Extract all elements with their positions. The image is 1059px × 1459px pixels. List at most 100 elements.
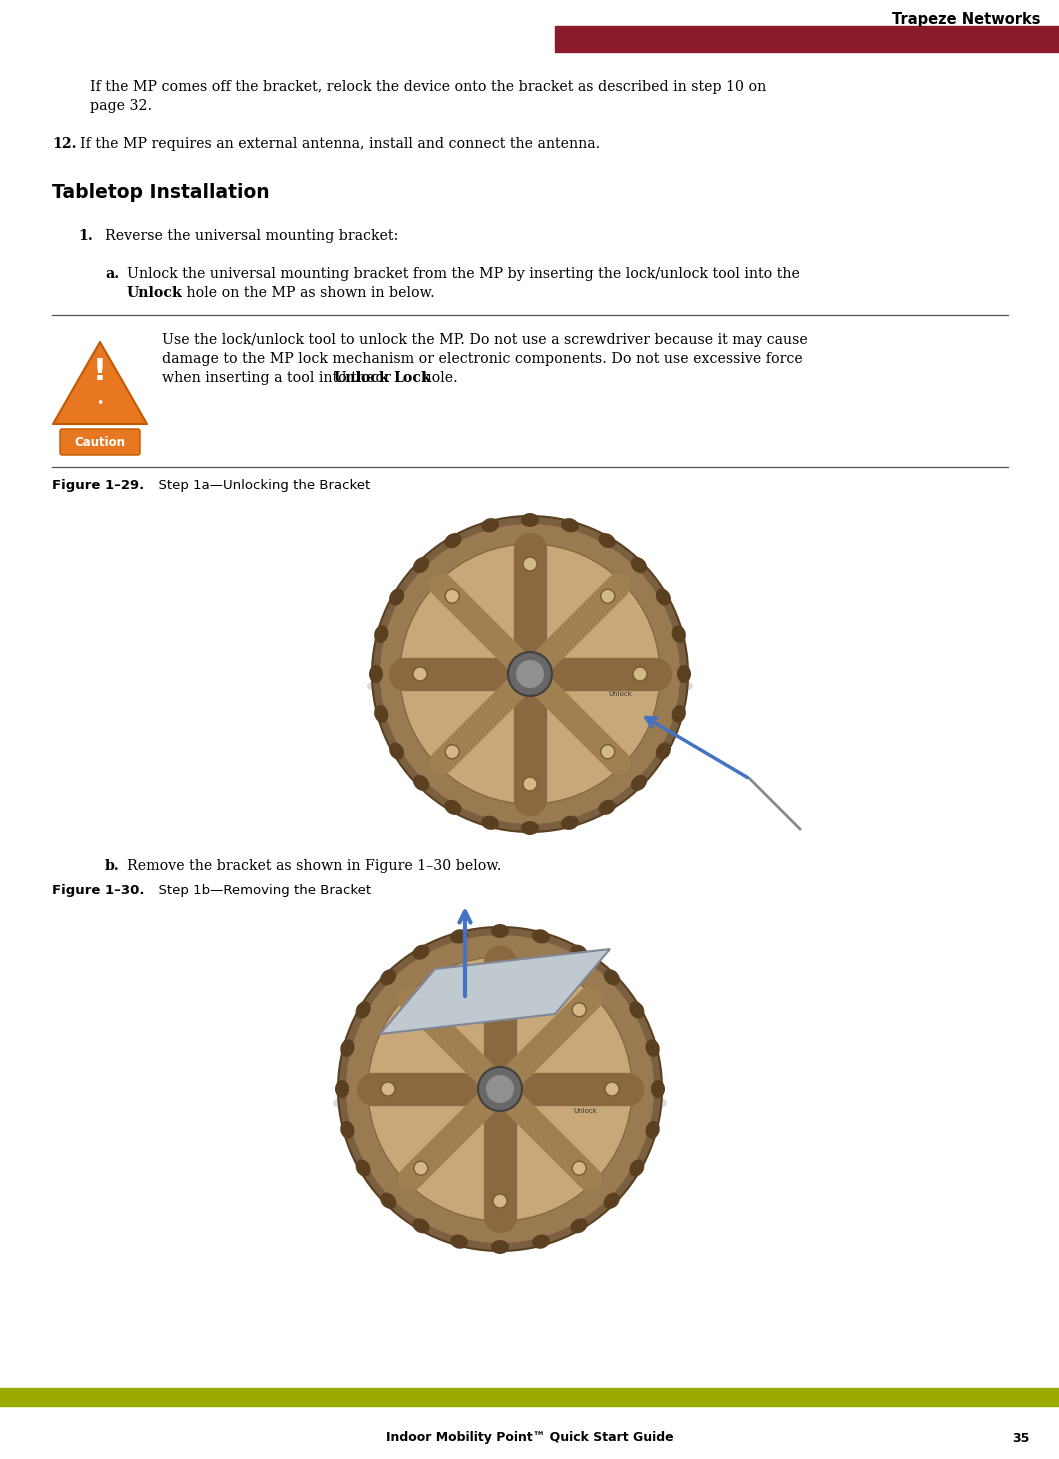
Ellipse shape [561, 518, 578, 533]
FancyBboxPatch shape [60, 429, 140, 455]
Ellipse shape [450, 929, 468, 944]
Text: Unlock the universal mounting bracket from the MP by inserting the lock/unlock t: Unlock the universal mounting bracket fr… [127, 267, 800, 282]
Ellipse shape [671, 705, 686, 722]
Circle shape [400, 544, 660, 804]
Circle shape [605, 1083, 620, 1096]
Ellipse shape [521, 821, 539, 835]
Ellipse shape [491, 924, 509, 938]
Ellipse shape [369, 665, 383, 683]
Text: damage to the MP lock mechanism or electronic components. Do not use excessive f: damage to the MP lock mechanism or elect… [162, 352, 803, 366]
Ellipse shape [413, 775, 429, 791]
Ellipse shape [380, 969, 396, 985]
Text: Unlock: Unlock [573, 1107, 597, 1115]
Text: 12.: 12. [52, 137, 76, 150]
Ellipse shape [631, 775, 647, 791]
Ellipse shape [356, 1001, 371, 1018]
Ellipse shape [389, 743, 405, 760]
Text: !: ! [93, 356, 107, 385]
Circle shape [367, 957, 632, 1221]
Ellipse shape [646, 1039, 660, 1056]
Text: Indoor Mobility Point™ Quick Start Guide: Indoor Mobility Point™ Quick Start Guide [387, 1431, 674, 1444]
Text: Figure 1–29.: Figure 1–29. [52, 479, 144, 492]
Ellipse shape [335, 1080, 349, 1099]
Text: Tabletop Installation: Tabletop Installation [52, 182, 270, 201]
Ellipse shape [656, 588, 671, 605]
Text: Trapeze Networks: Trapeze Networks [892, 12, 1040, 28]
Text: Unlock: Unlock [127, 286, 183, 301]
Ellipse shape [532, 929, 550, 944]
Text: Unlock: Unlock [608, 692, 632, 697]
Ellipse shape [629, 1001, 644, 1018]
Bar [0, 1388, 1059, 1406]
Circle shape [413, 667, 427, 681]
Bar [555, 26, 1059, 53]
Ellipse shape [445, 533, 462, 549]
Ellipse shape [340, 1039, 355, 1056]
Circle shape [523, 557, 537, 570]
Circle shape [493, 970, 507, 983]
Text: a.: a. [105, 267, 119, 282]
Polygon shape [380, 948, 610, 1034]
Text: Unlock: Unlock [334, 371, 390, 385]
Circle shape [572, 1002, 587, 1017]
Circle shape [508, 652, 552, 696]
Text: when inserting a tool into the: when inserting a tool into the [162, 371, 379, 385]
Ellipse shape [412, 944, 430, 960]
Ellipse shape [571, 944, 588, 960]
Ellipse shape [380, 1192, 396, 1210]
Circle shape [600, 744, 615, 759]
Ellipse shape [481, 518, 499, 533]
Circle shape [414, 1161, 428, 1174]
Circle shape [516, 659, 544, 689]
Text: Step 1b—Removing the Bracket: Step 1b—Removing the Bracket [150, 884, 371, 897]
Ellipse shape [389, 588, 405, 605]
Text: or: or [372, 371, 396, 385]
Ellipse shape [629, 1160, 644, 1176]
Text: Step 1a—Unlocking the Bracket: Step 1a—Unlocking the Bracket [150, 479, 371, 492]
Circle shape [523, 778, 537, 791]
Text: •: • [96, 397, 104, 410]
Text: Lock: Lock [394, 371, 431, 385]
Ellipse shape [367, 665, 693, 706]
Ellipse shape [671, 626, 686, 643]
Text: hole on the MP as shown in below.: hole on the MP as shown in below. [182, 286, 435, 301]
Text: If the MP requires an external antenna, install and connect the antenna.: If the MP requires an external antenna, … [80, 137, 600, 150]
Ellipse shape [561, 816, 578, 830]
Ellipse shape [374, 705, 389, 722]
Ellipse shape [604, 969, 620, 985]
Ellipse shape [491, 1240, 509, 1253]
Text: page 32.: page 32. [90, 99, 152, 112]
Ellipse shape [445, 800, 462, 816]
Ellipse shape [656, 743, 671, 760]
Circle shape [346, 935, 654, 1243]
Text: Reverse the universal mounting bracket:: Reverse the universal mounting bracket: [105, 229, 398, 244]
Circle shape [633, 667, 647, 681]
Ellipse shape [481, 816, 499, 830]
Polygon shape [53, 341, 147, 425]
Ellipse shape [532, 1234, 550, 1249]
Ellipse shape [651, 1080, 665, 1099]
Ellipse shape [677, 665, 692, 683]
Ellipse shape [356, 1160, 371, 1176]
Ellipse shape [333, 1083, 667, 1123]
Ellipse shape [412, 1218, 430, 1233]
Text: Remove the bracket as shown in Figure 1–30 below.: Remove the bracket as shown in Figure 1–… [127, 859, 502, 872]
Circle shape [445, 589, 460, 603]
Ellipse shape [374, 626, 389, 643]
Circle shape [445, 744, 460, 759]
Ellipse shape [340, 1121, 355, 1139]
Circle shape [486, 1075, 514, 1103]
Text: 1.: 1. [78, 229, 93, 244]
Circle shape [381, 1083, 395, 1096]
Ellipse shape [598, 533, 615, 549]
Ellipse shape [413, 557, 429, 573]
Circle shape [493, 1193, 507, 1208]
Text: b.: b. [105, 859, 120, 872]
Ellipse shape [450, 1234, 468, 1249]
Ellipse shape [631, 557, 647, 573]
Text: 35: 35 [1012, 1431, 1030, 1444]
Ellipse shape [598, 800, 615, 816]
Circle shape [414, 1002, 428, 1017]
Ellipse shape [571, 1218, 588, 1233]
Circle shape [372, 516, 688, 832]
